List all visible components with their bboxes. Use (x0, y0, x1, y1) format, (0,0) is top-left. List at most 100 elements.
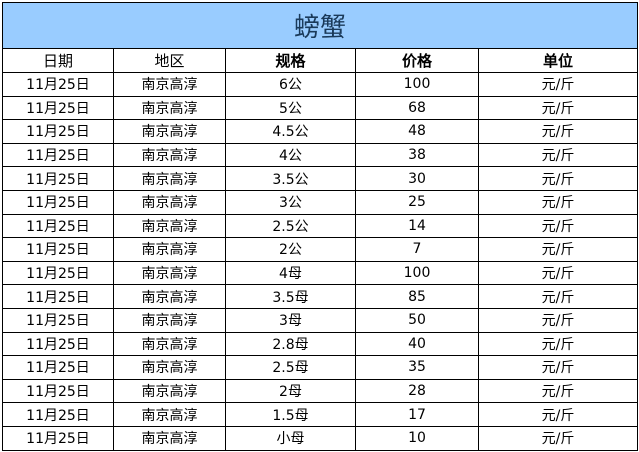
table-row: 11月25日 南京高淳 4.5公 48 元/斤 (2, 119, 639, 144)
table-row: 11月25日 南京高淳 4母 100 元/斤 (2, 260, 639, 286)
cell-region: 南京高淳 (113, 119, 226, 144)
cell-price: 30 (355, 166, 479, 191)
cell-price: 14 (355, 213, 479, 239)
cell-region: 南京高淳 (113, 378, 226, 404)
table-row: 11月25日 南京高淳 6公 100 元/斤 (2, 72, 639, 97)
table-title: 螃蟹 (1, 2, 639, 49)
cell-spec: 1.5母 (225, 402, 356, 427)
header-unit: 单位 (477, 48, 639, 73)
cell-date: 11月25日 (2, 119, 114, 144)
header-price: 价格 (355, 48, 479, 73)
cell-date: 11月25日 (2, 213, 114, 239)
cell-unit: 元/斤 (477, 425, 639, 451)
table-row: 11月25日 南京高淳 2.5母 35 元/斤 (2, 355, 639, 380)
table-row: 11月25日 南京高淳 2母 28 元/斤 (2, 378, 639, 404)
cell-region: 南京高淳 (113, 331, 226, 357)
cell-date: 11月25日 (2, 95, 114, 121)
cell-region: 南京高淳 (113, 142, 226, 168)
cell-price: 100 (355, 260, 479, 286)
cell-spec: 5公 (225, 95, 356, 121)
cell-price: 25 (355, 189, 479, 215)
cell-date: 11月25日 (2, 331, 114, 357)
cell-unit: 元/斤 (477, 331, 639, 357)
cell-spec: 3.5母 (225, 284, 356, 309)
header-region: 地区 (113, 48, 226, 73)
cell-date: 11月25日 (2, 166, 114, 191)
cell-date: 11月25日 (2, 189, 114, 215)
cell-price: 17 (355, 402, 479, 427)
cell-unit: 元/斤 (477, 166, 639, 191)
table-row: 11月25日 南京高淳 4公 38 元/斤 (2, 142, 639, 168)
header-spec: 规格 (225, 48, 356, 73)
cell-unit: 元/斤 (477, 213, 639, 239)
cell-price: 85 (355, 284, 479, 309)
cell-unit: 元/斤 (477, 119, 639, 144)
cell-unit: 元/斤 (477, 72, 639, 97)
cell-price: 7 (355, 237, 479, 262)
cell-spec: 4.5公 (225, 119, 356, 144)
table-row: 11月25日 南京高淳 5公 68 元/斤 (2, 95, 639, 121)
cell-spec: 4公 (225, 142, 356, 168)
cell-spec: 小母 (225, 425, 356, 451)
cell-spec: 2.5母 (225, 355, 356, 380)
cell-region: 南京高淳 (113, 189, 226, 215)
cell-spec: 6公 (225, 72, 356, 97)
cell-price: 68 (355, 95, 479, 121)
cell-price: 100 (355, 72, 479, 97)
cell-unit: 元/斤 (477, 237, 639, 262)
table-row: 11月25日 南京高淳 2公 7 元/斤 (2, 237, 639, 262)
cell-date: 11月25日 (2, 284, 114, 309)
cell-spec: 3公 (225, 189, 356, 215)
table-row: 11月25日 南京高淳 2.5公 14 元/斤 (2, 213, 639, 239)
cell-unit: 元/斤 (477, 307, 639, 333)
cell-spec: 3.5公 (225, 166, 356, 191)
cell-unit: 元/斤 (477, 142, 639, 168)
header-date: 日期 (2, 48, 114, 73)
cell-spec: 2.5公 (225, 213, 356, 239)
cell-region: 南京高淳 (113, 166, 226, 191)
table-row: 11月25日 南京高淳 3.5母 85 元/斤 (2, 284, 639, 309)
cell-unit: 元/斤 (477, 402, 639, 427)
cell-date: 11月25日 (2, 142, 114, 168)
cell-unit: 元/斤 (477, 284, 639, 309)
cell-region: 南京高淳 (113, 402, 226, 427)
table-row: 11月25日 南京高淳 3公 25 元/斤 (2, 189, 639, 215)
cell-price: 48 (355, 119, 479, 144)
cell-region: 南京高淳 (113, 355, 226, 380)
cell-unit: 元/斤 (477, 95, 639, 121)
cell-unit: 元/斤 (477, 378, 639, 404)
cell-unit: 元/斤 (477, 355, 639, 380)
cell-region: 南京高淳 (113, 425, 226, 451)
cell-spec: 2母 (225, 378, 356, 404)
cell-date: 11月25日 (2, 425, 114, 451)
cell-region: 南京高淳 (113, 284, 226, 309)
cell-price: 28 (355, 378, 479, 404)
cell-date: 11月25日 (2, 260, 114, 286)
cell-date: 11月25日 (2, 378, 114, 404)
cell-unit: 元/斤 (477, 189, 639, 215)
cell-date: 11月25日 (2, 237, 114, 262)
cell-region: 南京高淳 (113, 307, 226, 333)
cell-spec: 2公 (225, 237, 356, 262)
cell-region: 南京高淳 (113, 237, 226, 262)
cell-date: 11月25日 (2, 307, 114, 333)
cell-price: 35 (355, 355, 479, 380)
cell-price: 50 (355, 307, 479, 333)
cell-date: 11月25日 (2, 402, 114, 427)
header-row: 日期 地区 规格 价格 单位 (2, 48, 639, 73)
cell-date: 11月25日 (2, 72, 114, 97)
cell-unit: 元/斤 (477, 260, 639, 286)
table-row: 11月25日 南京高淳 小母 10 元/斤 (2, 425, 639, 451)
cell-date: 11月25日 (2, 355, 114, 380)
cell-region: 南京高淳 (113, 213, 226, 239)
cell-price: 38 (355, 142, 479, 168)
cell-spec: 4母 (225, 260, 356, 286)
table-row: 11月25日 南京高淳 1.5母 17 元/斤 (2, 402, 639, 427)
cell-region: 南京高淳 (113, 72, 226, 97)
cell-price: 10 (355, 425, 479, 451)
table-row: 11月25日 南京高淳 2.8母 40 元/斤 (2, 331, 639, 357)
table-row: 11月25日 南京高淳 3.5公 30 元/斤 (2, 166, 639, 191)
cell-region: 南京高淳 (113, 260, 226, 286)
cell-price: 40 (355, 331, 479, 357)
